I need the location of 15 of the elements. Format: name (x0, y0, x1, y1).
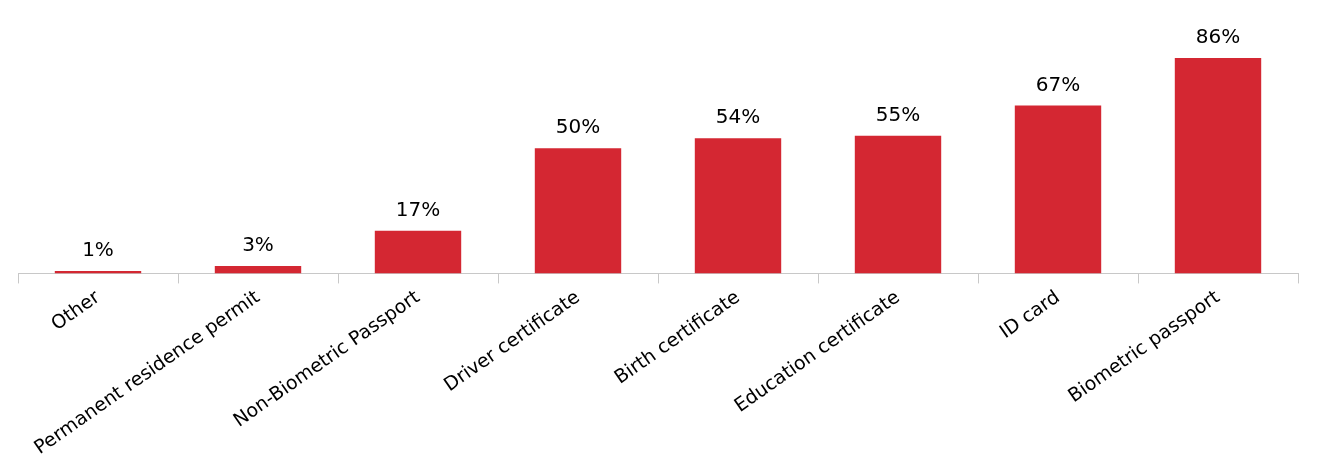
data-label: 55% (875, 101, 921, 126)
data-label: 50% (555, 114, 601, 139)
data-label: 86% (1195, 24, 1241, 49)
data-label: 1% (82, 237, 114, 262)
data-label: 54% (715, 104, 761, 129)
data-label: 67% (1035, 71, 1081, 96)
bar (1014, 105, 1102, 274)
bar (854, 135, 942, 274)
data-label: 17% (395, 197, 441, 222)
data-label: 3% (242, 232, 274, 257)
bar (694, 138, 782, 274)
bar (534, 148, 622, 274)
bar (1174, 58, 1262, 274)
bar (374, 230, 462, 274)
bar (214, 265, 302, 274)
